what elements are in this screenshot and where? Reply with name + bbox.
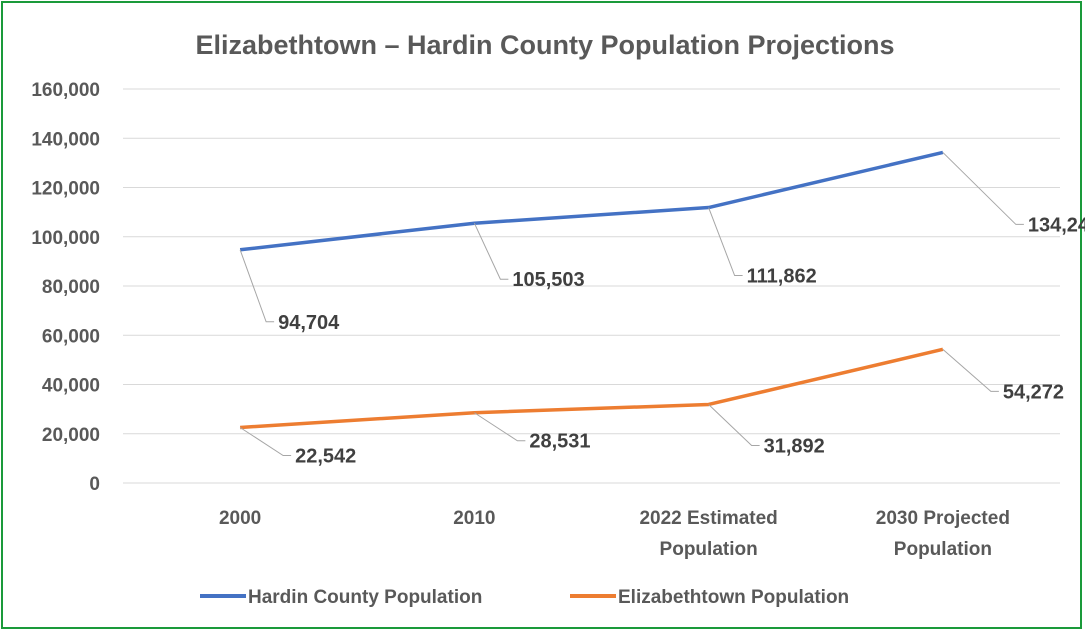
y-tick-label: 80,000 — [42, 277, 100, 298]
x-category-label: 2010 — [453, 508, 495, 529]
gridlines — [123, 88, 1060, 484]
leader-line — [942, 348, 999, 392]
leader-line — [473, 222, 509, 280]
data-label: 54,272 — [1003, 381, 1064, 403]
leader-line — [708, 404, 760, 446]
y-tick-label: 100,000 — [31, 228, 100, 249]
leader-line — [942, 152, 1024, 225]
chart-title: Elizabethtown – Hardin County Population… — [195, 30, 894, 60]
leader-line — [239, 427, 292, 456]
x-category-label: 2022 Estimated Population — [639, 508, 777, 560]
leader-line — [708, 207, 743, 277]
data-label: 28,531 — [529, 431, 590, 453]
y-axis-ticks: 0 20,000 40,000 60,000 80,000 100,000 120,000 1… — [31, 80, 100, 495]
x-category-label: 2030 Projected Population — [876, 508, 1010, 560]
x-axis-categories: 2000 2010 2022 Estimated Population 2030 Pro… — [219, 508, 1010, 560]
data-label: 22,542 — [295, 445, 356, 467]
series-line-1 — [239, 150, 944, 252]
legend-label-1: Hardin County Population — [248, 587, 482, 608]
y-tick-label: 120,000 — [31, 179, 100, 200]
legend-label-2: Elizabethtown Population — [618, 587, 849, 608]
data-labels: 94,704 105,503 111,862 134,242 22,542 28,531 3… — [239, 152, 1085, 467]
y-tick-label: 40,000 — [42, 376, 100, 397]
y-tick-label: 60,000 — [42, 326, 100, 347]
series-group — [239, 150, 944, 430]
legend: Hardin County Population Elizabethtown Po… — [200, 587, 849, 608]
data-label: 134,242 — [1028, 214, 1085, 236]
x-category-label: 2000 — [219, 508, 261, 529]
y-tick-label: 20,000 — [42, 425, 100, 446]
leader-line — [474, 412, 526, 442]
data-label: 105,503 — [512, 269, 584, 291]
leader-line — [239, 249, 275, 323]
data-label: 31,892 — [764, 435, 825, 457]
series-line-2 — [240, 347, 944, 430]
data-label: 111,862 — [747, 266, 817, 288]
y-tick-label: 140,000 — [31, 129, 100, 150]
y-tick-label: 0 — [89, 474, 100, 495]
data-label: 94,704 — [278, 312, 340, 334]
y-tick-label: 160,000 — [31, 80, 100, 101]
